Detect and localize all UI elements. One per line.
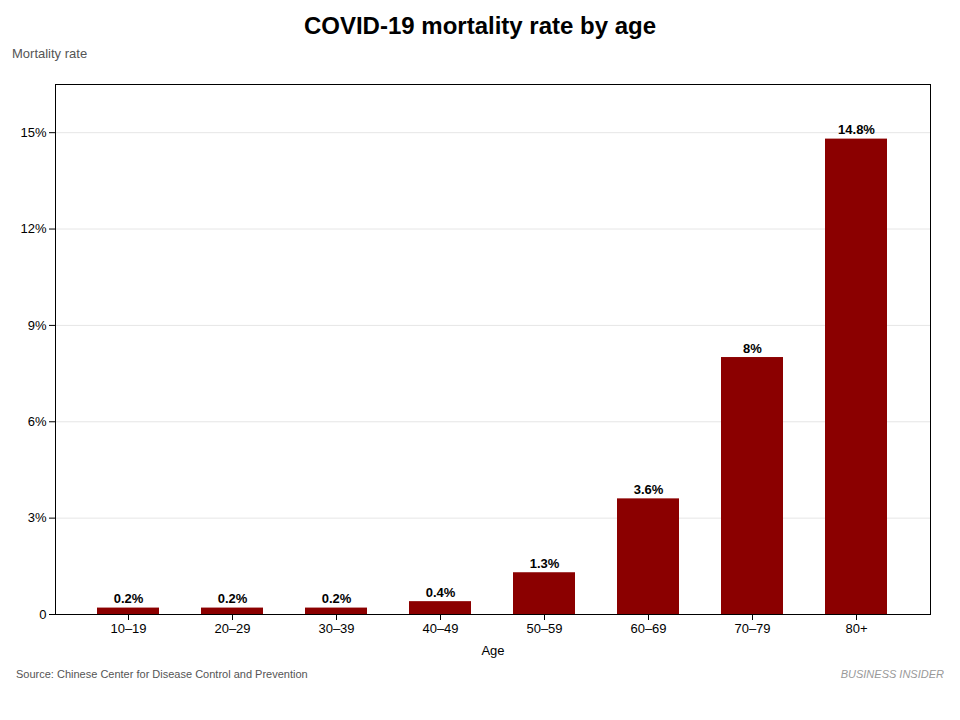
svg-text:0.2%: 0.2% — [114, 591, 144, 606]
svg-text:30–39: 30–39 — [318, 621, 354, 636]
svg-text:3.6%: 3.6% — [634, 482, 664, 497]
svg-text:0: 0 — [39, 607, 46, 622]
svg-text:80+: 80+ — [845, 621, 867, 636]
svg-text:9%: 9% — [28, 318, 47, 333]
html-text:BUSINESS INSIDER: BUSINESS INSIDER — [840, 668, 944, 680]
html-text:Mortality rate: Mortality rate — [12, 46, 88, 61]
svg-text:8%: 8% — [743, 341, 762, 356]
svg-text:15%: 15% — [20, 125, 46, 140]
html-text:COVID-19 mortality rate by age: COVID-19 mortality rate by age — [303, 12, 657, 39]
svg-text:0.2%: 0.2% — [218, 591, 248, 606]
svg-text:Age: Age — [481, 643, 504, 658]
svg-text:10–19: 10–19 — [110, 621, 146, 636]
svg-text:0.2%: 0.2% — [322, 591, 352, 606]
svg-text:70–79: 70–79 — [734, 621, 770, 636]
html-text:Source: Chinese Center for Dis: Source: Chinese Center for Disease Contr… — [16, 668, 308, 680]
svg-text:12%: 12% — [20, 221, 46, 236]
svg-text:50–59: 50–59 — [526, 621, 562, 636]
svg-text:14.8%: 14.8% — [838, 122, 875, 137]
svg-text:60–69: 60–69 — [630, 621, 666, 636]
svg-text:3%: 3% — [28, 510, 47, 525]
svg-text:6%: 6% — [28, 414, 47, 429]
svg-text:40–49: 40–49 — [422, 621, 458, 636]
svg-text:1.3%: 1.3% — [530, 556, 560, 571]
svg-text:0.4%: 0.4% — [426, 585, 456, 600]
svg-text:20–29: 20–29 — [214, 621, 250, 636]
